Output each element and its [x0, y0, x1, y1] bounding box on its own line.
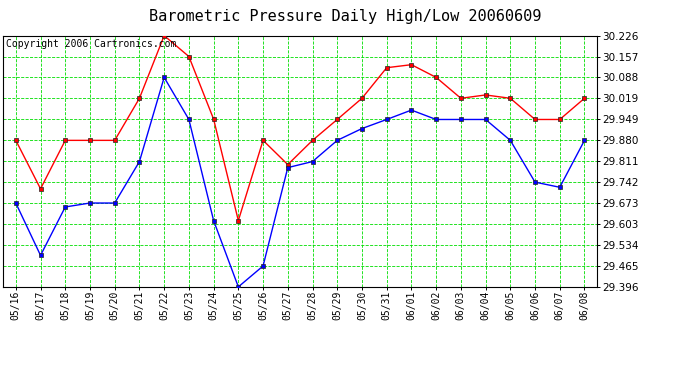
- Text: Copyright 2006 Cartronics.com: Copyright 2006 Cartronics.com: [6, 39, 177, 50]
- Text: Barometric Pressure Daily High/Low 20060609: Barometric Pressure Daily High/Low 20060…: [149, 9, 541, 24]
